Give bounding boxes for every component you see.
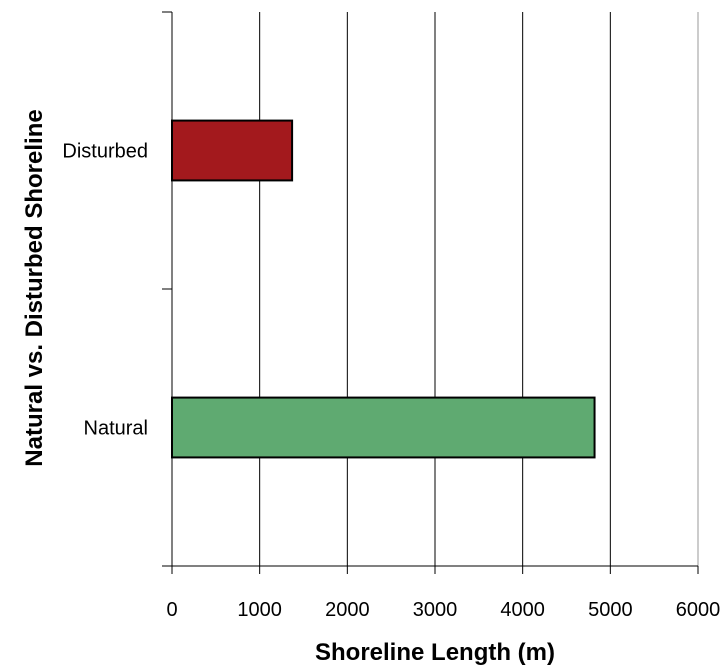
y-axis-title: Natural vs. Disturbed Shoreline bbox=[21, 109, 48, 466]
x-tick-label-6: 6000 bbox=[676, 599, 721, 621]
y-tick-label-natural: Natural bbox=[84, 418, 148, 440]
bars bbox=[171, 119, 596, 459]
axes bbox=[162, 11, 699, 574]
x-tick-label-3: 3000 bbox=[413, 599, 458, 621]
bar-natural bbox=[171, 396, 596, 459]
y-tick-labels: Disturbed Natural bbox=[62, 141, 148, 440]
bar-disturbed bbox=[171, 119, 294, 182]
y-tick-label-disturbed: Disturbed bbox=[62, 141, 148, 163]
x-tick-label-0: 0 bbox=[166, 599, 177, 621]
grid-lines bbox=[259, 12, 699, 566]
x-tick-label-1: 1000 bbox=[237, 599, 282, 621]
x-tick-label-5: 5000 bbox=[588, 599, 633, 621]
x-tick-label-2: 2000 bbox=[325, 599, 370, 621]
x-axis-title: Shoreline Length (m) bbox=[315, 639, 555, 666]
x-tick-labels: 0 1000 2000 3000 4000 5000 6000 bbox=[166, 599, 720, 621]
x-tick-label-4: 4000 bbox=[500, 599, 545, 621]
